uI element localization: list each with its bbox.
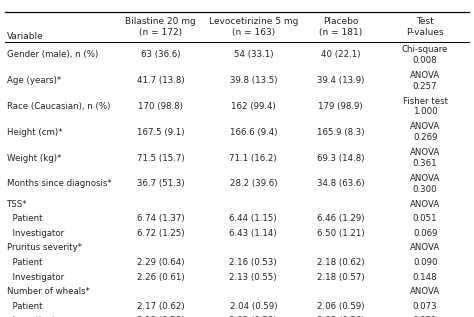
- Text: 71.1 (16.2): 71.1 (16.2): [229, 153, 277, 163]
- Text: 2.13 (0.55): 2.13 (0.55): [229, 273, 277, 281]
- Text: ANOVA
0.269: ANOVA 0.269: [410, 122, 440, 142]
- Text: Levocetirizine 5 mg
(n = 163): Levocetirizine 5 mg (n = 163): [209, 17, 298, 37]
- Text: 0.148: 0.148: [413, 273, 438, 281]
- Text: Investigator: Investigator: [7, 229, 64, 238]
- Text: Race (Caucasian), n (%): Race (Caucasian), n (%): [7, 102, 110, 111]
- Text: Fisher test
1.000: Fisher test 1.000: [402, 97, 447, 116]
- Text: Gender (male), n (%): Gender (male), n (%): [7, 50, 98, 59]
- Text: ANOVA
0.300: ANOVA 0.300: [410, 174, 440, 194]
- Text: 6.50 (1.21): 6.50 (1.21): [317, 229, 364, 238]
- Text: 39.4 (13.9): 39.4 (13.9): [317, 76, 364, 85]
- Text: ANOVA: ANOVA: [410, 287, 440, 296]
- Text: 2.03 (0.58): 2.03 (0.58): [229, 316, 277, 317]
- Text: Test
P-values: Test P-values: [406, 17, 444, 37]
- Text: 6.43 (1.14): 6.43 (1.14): [229, 229, 277, 238]
- Text: Patient: Patient: [7, 214, 43, 223]
- Text: Number of wheals*: Number of wheals*: [7, 287, 90, 296]
- Text: Investigator: Investigator: [7, 316, 64, 317]
- Text: Chi-square
0.008: Chi-square 0.008: [402, 45, 448, 65]
- Text: 2.08 (0.56): 2.08 (0.56): [317, 316, 364, 317]
- Text: 0.069: 0.069: [413, 229, 438, 238]
- Text: 165.9 (8.3): 165.9 (8.3): [317, 128, 364, 137]
- Text: 0.051: 0.051: [413, 214, 438, 223]
- Text: 6.72 (1.25): 6.72 (1.25): [137, 229, 184, 238]
- Text: Months since diagnosis*: Months since diagnosis*: [7, 179, 112, 188]
- Text: 6.46 (1.29): 6.46 (1.29): [317, 214, 364, 223]
- Text: ANOVA: ANOVA: [410, 243, 440, 252]
- Text: 54 (33.1): 54 (33.1): [234, 50, 273, 59]
- Text: 166.6 (9.4): 166.6 (9.4): [229, 128, 277, 137]
- Text: 40 (22.1): 40 (22.1): [320, 50, 360, 59]
- Text: 2.26 (0.61): 2.26 (0.61): [137, 273, 184, 281]
- Text: TSS*: TSS*: [7, 199, 27, 209]
- Text: 0.031: 0.031: [413, 316, 438, 317]
- Text: 36.7 (51.3): 36.7 (51.3): [137, 179, 184, 188]
- Text: 2.18 (0.62): 2.18 (0.62): [317, 258, 364, 267]
- Text: 179 (98.9): 179 (98.9): [318, 102, 363, 111]
- Text: 2.06 (0.59): 2.06 (0.59): [317, 302, 364, 311]
- Text: 162 (99.4): 162 (99.4): [231, 102, 276, 111]
- Text: 69.3 (14.8): 69.3 (14.8): [317, 153, 364, 163]
- Text: 2.16 (0.53): 2.16 (0.53): [229, 258, 277, 267]
- Text: 0.073: 0.073: [413, 302, 438, 311]
- Text: Weight (kg)*: Weight (kg)*: [7, 153, 61, 163]
- Text: 71.5 (15.7): 71.5 (15.7): [137, 153, 184, 163]
- Text: Height (cm)*: Height (cm)*: [7, 128, 63, 137]
- Text: ANOVA
0.257: ANOVA 0.257: [410, 71, 440, 91]
- Text: 2.19 (0.58): 2.19 (0.58): [137, 316, 184, 317]
- Text: Patient: Patient: [7, 302, 43, 311]
- Text: 28.2 (39.6): 28.2 (39.6): [229, 179, 277, 188]
- Text: 63 (36.6): 63 (36.6): [141, 50, 180, 59]
- Text: 2.17 (0.62): 2.17 (0.62): [137, 302, 184, 311]
- Text: 0.090: 0.090: [413, 258, 438, 267]
- Text: 2.18 (0.57): 2.18 (0.57): [317, 273, 364, 281]
- Text: Investigator: Investigator: [7, 273, 64, 281]
- Text: ANOVA
0.361: ANOVA 0.361: [410, 148, 440, 168]
- Text: ANOVA: ANOVA: [410, 199, 440, 209]
- Text: 2.29 (0.64): 2.29 (0.64): [137, 258, 184, 267]
- Text: Bilastine 20 mg
(n = 172): Bilastine 20 mg (n = 172): [125, 17, 196, 37]
- Text: Placebo
(n = 181): Placebo (n = 181): [319, 17, 362, 37]
- Text: 167.5 (9.1): 167.5 (9.1): [137, 128, 184, 137]
- Text: 41.7 (13.8): 41.7 (13.8): [137, 76, 184, 85]
- Text: Patient: Patient: [7, 258, 43, 267]
- Text: Pruritus severity*: Pruritus severity*: [7, 243, 82, 252]
- Text: 2.04 (0.59): 2.04 (0.59): [229, 302, 277, 311]
- Text: 34.8 (63.6): 34.8 (63.6): [317, 179, 364, 188]
- Text: 170 (98.8): 170 (98.8): [138, 102, 183, 111]
- Text: Age (years)*: Age (years)*: [7, 76, 61, 85]
- Text: 39.8 (13.5): 39.8 (13.5): [229, 76, 277, 85]
- Text: 6.74 (1.37): 6.74 (1.37): [137, 214, 184, 223]
- Text: 6.44 (1.15): 6.44 (1.15): [229, 214, 277, 223]
- Text: Variable: Variable: [7, 32, 44, 41]
